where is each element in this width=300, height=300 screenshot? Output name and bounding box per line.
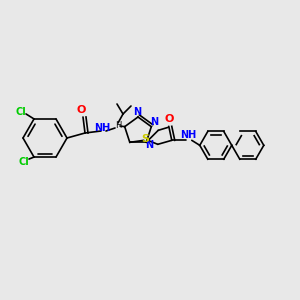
Text: Cl: Cl xyxy=(19,157,29,167)
Text: N: N xyxy=(150,117,158,127)
Text: N: N xyxy=(133,107,141,117)
Text: NH: NH xyxy=(94,123,110,133)
Text: Cl: Cl xyxy=(16,107,26,117)
Text: O: O xyxy=(76,105,86,115)
Text: H: H xyxy=(115,121,121,130)
Text: N: N xyxy=(145,140,153,150)
Text: S: S xyxy=(141,134,149,144)
Text: O: O xyxy=(164,114,173,124)
Text: NH: NH xyxy=(180,130,196,140)
